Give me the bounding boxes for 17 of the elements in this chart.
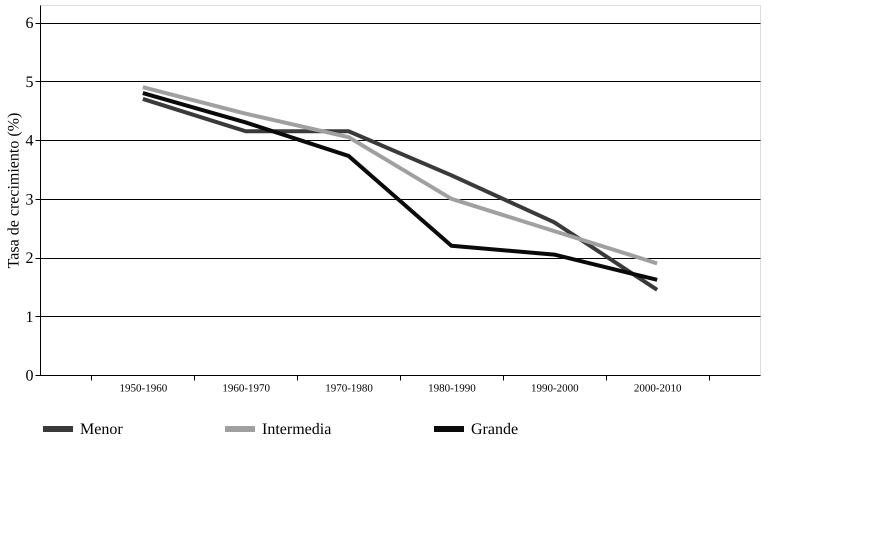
- x-tick-label: 1970-1980: [325, 382, 374, 394]
- legend-label: Intermedia: [262, 421, 332, 438]
- y-tick-label: 1: [26, 308, 34, 326]
- y-tick-label: 3: [26, 191, 34, 208]
- x-tick-label: 1990-2000: [530, 382, 580, 394]
- y-tick-label: 2: [26, 250, 34, 268]
- x-tick-label: 1960-1970: [222, 382, 271, 394]
- x-tick-label: 1950-1960: [120, 382, 168, 394]
- y-tick-label: 6: [26, 15, 34, 32]
- legend-label: Menor: [80, 421, 124, 438]
- x-tick-label: 2000-2010: [634, 382, 682, 394]
- y-tick-label: 0: [26, 368, 34, 384]
- y-axis-title: Tasa de crecimiento (%): [6, 112, 22, 268]
- y-tick-label: 4: [26, 132, 34, 150]
- x-tick-label: 1980-1990: [428, 382, 476, 394]
- legend-label: Grande: [471, 421, 518, 438]
- y-tick-label: 5: [26, 74, 34, 91]
